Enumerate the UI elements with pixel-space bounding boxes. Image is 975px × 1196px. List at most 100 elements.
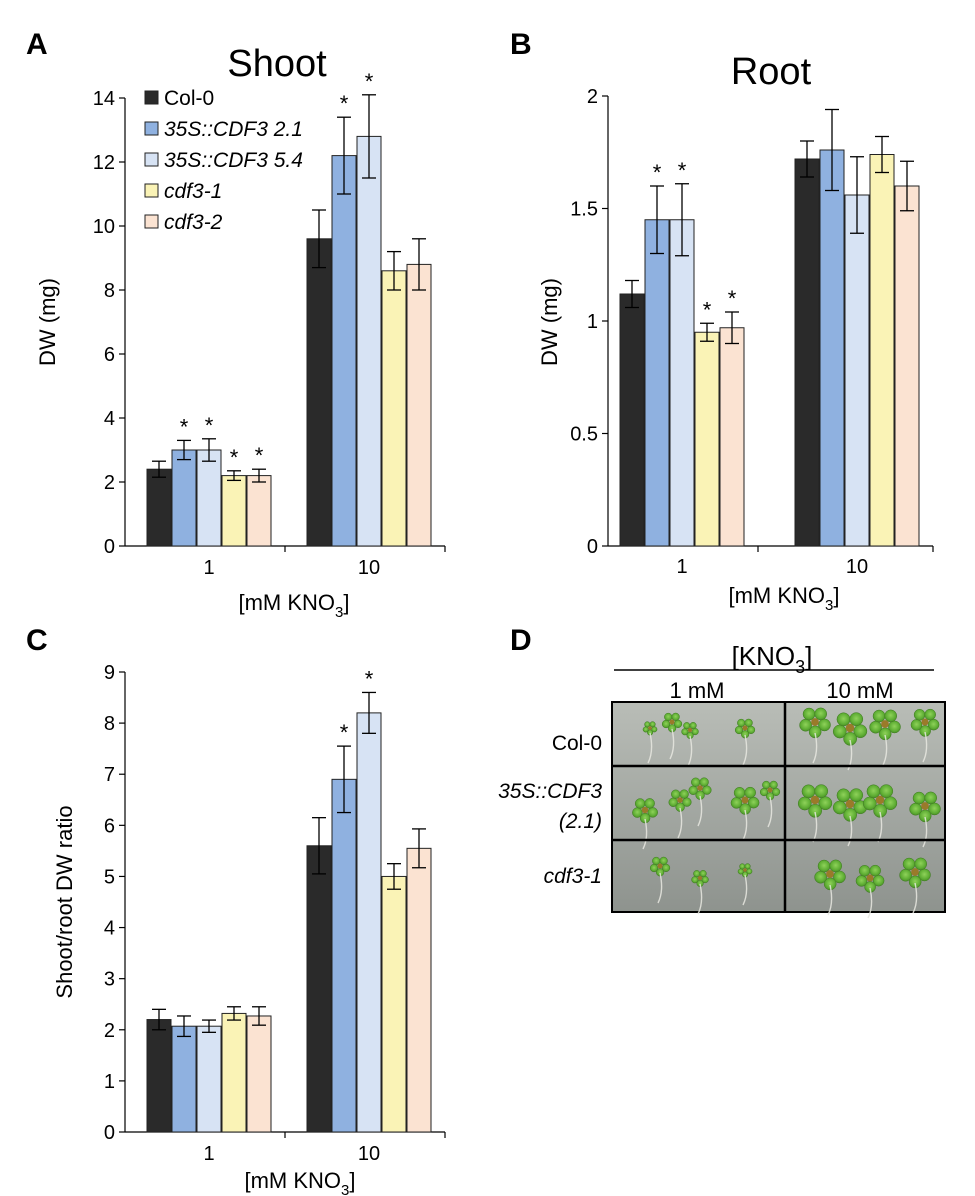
panel-d-photo-grid (611, 701, 946, 919)
y-tick-label: 0 (587, 536, 598, 558)
seedling-leaf (644, 721, 651, 728)
panel-d-column-label: 10 mM (826, 678, 893, 703)
y-tick-label: 4 (104, 918, 115, 940)
seedling-center (845, 723, 855, 733)
seedling-root (687, 735, 693, 767)
bar (146, 1019, 172, 1133)
significance-marker: * (703, 297, 712, 322)
y-tick-label: 2 (104, 472, 115, 494)
y-tick-label: 10 (93, 216, 115, 238)
legend-label: cdf3-2 (164, 211, 223, 234)
y-tick-label: 2 (587, 86, 598, 108)
y-tick-label: 8 (104, 713, 115, 735)
y-tick-label: 5 (104, 866, 115, 888)
panel-d-row-label: (2.1) (559, 810, 602, 833)
seedling-leaf (836, 788, 851, 803)
x-category-label: 1 (676, 556, 687, 578)
seedling-center (743, 868, 747, 872)
seedling-root (847, 815, 853, 847)
chart-shoot-root-ratio: 0 1 2 3 4 5 6 7 8 9 Shoot/root DW ratio [mM KNO3] 1 1… (52, 662, 446, 1196)
significance-marker: * (230, 445, 239, 470)
significance-marker: * (728, 286, 737, 311)
y-tick-label: 6 (104, 344, 115, 366)
chart-title: Root (731, 51, 812, 93)
seedling-center (921, 802, 929, 810)
y-tick-label: 6 (104, 815, 115, 837)
seedling-leaf (634, 798, 646, 809)
legend-swatch (144, 90, 159, 105)
seedling-leaf (829, 859, 843, 873)
seedling-leaf (924, 791, 938, 805)
bar (356, 135, 382, 547)
seedling-leaf (802, 707, 816, 721)
y-tick-label: 0.5 (570, 424, 598, 446)
bar (331, 155, 357, 547)
panel-d-row-label: 35S::CDF3 (498, 780, 602, 803)
bar (694, 331, 720, 547)
seedling-center (826, 870, 834, 878)
bar (619, 293, 645, 547)
bar (719, 327, 745, 547)
seedling-root (882, 734, 888, 766)
seedling-root (697, 795, 703, 827)
panel-letter-d: D (510, 624, 532, 657)
y-tick-label: 2 (104, 1020, 115, 1042)
seedling-root (922, 731, 928, 763)
bar (306, 845, 332, 1133)
bar (331, 778, 357, 1133)
seedling-leaf (797, 796, 812, 811)
x-category-label: 1 (203, 557, 214, 579)
bar (306, 238, 332, 547)
bar (146, 468, 172, 547)
seedling-leaf (873, 803, 888, 818)
seedling-center (866, 874, 874, 882)
seedling-leaf (733, 787, 746, 799)
seedling-leaf (899, 868, 912, 882)
y-tick-label: 0 (104, 536, 115, 558)
seedling-center (697, 875, 703, 881)
seedling-leaf (683, 722, 691, 730)
seedling-center (641, 806, 649, 814)
seedling-root (742, 809, 748, 841)
seedling-leaf (843, 731, 858, 746)
seedling-center (657, 863, 663, 869)
seedling-root (812, 732, 818, 764)
bar (406, 263, 432, 547)
seedling-leaf (855, 875, 868, 887)
seedling-leaf (808, 803, 823, 818)
seedling-leaf (862, 796, 877, 811)
seedling-leaf (908, 875, 922, 889)
bar (221, 475, 247, 547)
seedling-leaf (769, 780, 778, 789)
y-axis-label: DW (mg) (537, 278, 562, 366)
seedling-leaf (879, 784, 894, 799)
x-axis-label: [mM KNO3] (244, 1168, 355, 1196)
seedling-leaf (744, 863, 751, 870)
bar (196, 1025, 222, 1133)
bar (356, 712, 382, 1133)
seedling-root (922, 816, 928, 848)
legend-label: Col-0 (164, 87, 214, 110)
seedling-leaf (689, 722, 697, 730)
seedling-leaf (832, 724, 847, 739)
significance-marker: * (255, 443, 264, 468)
seedling-root (742, 874, 748, 906)
y-tick-label: 1 (587, 311, 598, 333)
bar (381, 875, 407, 1133)
panel-d-seedling-photos: [KNO3] 1 mM 10 mM Col-0 35S::CDF3 (2.1) … (498, 641, 946, 919)
seedling-leaf (699, 870, 707, 878)
chart-title: Shoot (227, 43, 327, 85)
bar (221, 1012, 247, 1133)
seedling-center (811, 718, 819, 726)
panel-d-header: [KNO3] (732, 641, 813, 677)
bar (171, 1025, 197, 1133)
seedling-leaf (869, 720, 882, 734)
seedling-root (677, 807, 683, 839)
x-category-label: 1 (203, 1143, 214, 1165)
seedling-center (845, 799, 855, 809)
panel-d-column-label: 1 mM (670, 678, 725, 703)
legend-label: 35S::CDF3 2.1 (164, 118, 303, 141)
seedling-leaf (912, 791, 926, 805)
seedling-leaf (737, 718, 746, 728)
legend-swatch (144, 183, 159, 198)
